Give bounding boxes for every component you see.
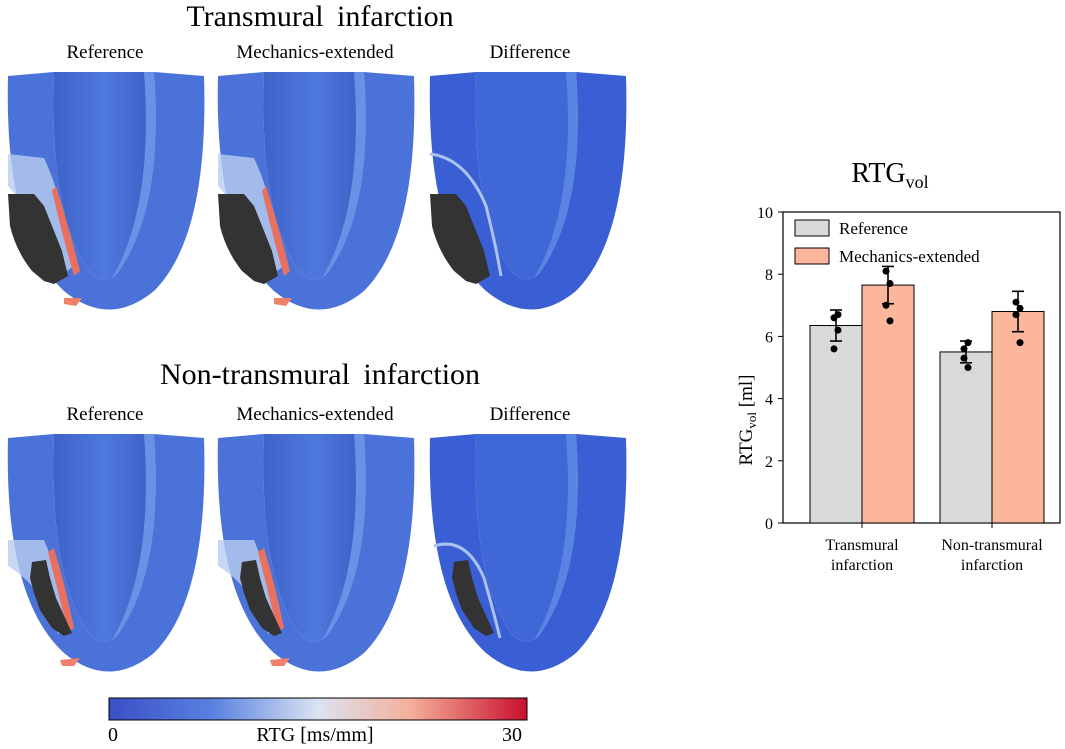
- data-point: [886, 317, 894, 325]
- section-title-transmural: Transmural infarction: [186, 0, 454, 33]
- y-tick-label: 0: [765, 516, 773, 533]
- chart-title: RTGvol: [851, 158, 928, 192]
- legend-swatch: [794, 247, 830, 265]
- colorbar-title: RTG [ms/mm]: [256, 724, 374, 746]
- heart-transmural-mechanics-extended: [217, 72, 415, 310]
- data-point: [882, 267, 890, 275]
- y-tick-label: 8: [765, 267, 773, 284]
- data-point: [1012, 311, 1020, 319]
- data-point: [834, 311, 842, 319]
- x-tick-label: Transmural: [825, 537, 899, 554]
- colorbar-min-label: 0: [108, 724, 118, 746]
- panel-label-reference-2: Reference: [66, 404, 144, 425]
- data-point: [1016, 339, 1024, 347]
- data-point: [960, 354, 968, 362]
- bar-mechanics-extended-1: [991, 311, 1045, 524]
- panel-label-mechanics-extended: Mechanics-extended: [236, 42, 394, 63]
- heart-nontransmural-difference: [429, 434, 627, 672]
- panel-label-difference-2: Difference: [489, 404, 571, 425]
- data-point: [1016, 304, 1024, 312]
- legend-swatch: [794, 219, 830, 237]
- data-point: [834, 326, 842, 334]
- x-tick-label: infarction: [961, 557, 1023, 574]
- section-title-non-transmural: Non-transmural infarction: [159, 358, 481, 391]
- data-point: [964, 364, 972, 371]
- heart-nontransmural-reference: [7, 434, 205, 672]
- panel-label-difference: Difference: [489, 42, 571, 63]
- y-tick-label: 10: [757, 205, 773, 222]
- bar-reference-0: [809, 325, 863, 524]
- chart-title-subscript: vol: [906, 172, 929, 192]
- bar-mechanics-extended-0: [861, 284, 915, 524]
- data-point: [960, 345, 968, 353]
- colorbar: [108, 697, 528, 721]
- y-tick-label: 4: [765, 392, 773, 409]
- x-tick-label: Non-transmural: [941, 537, 1043, 554]
- data-point: [882, 301, 890, 309]
- data-point: [886, 280, 894, 288]
- y-tick-label: 2: [765, 454, 773, 471]
- rtg-vol-bar-chart: RTGvol RTGvol [ml] 0 2 4 6 8 10 Transmural infa…: [736, 158, 1061, 574]
- legend-label: Mechanics-extended: [839, 247, 980, 266]
- colorbar-max-label: 30: [502, 724, 522, 746]
- legend-label: Reference: [839, 219, 908, 238]
- heart-nontransmural-mechanics-extended: [217, 434, 415, 672]
- data-point: [830, 345, 838, 353]
- bar-reference-1: [939, 351, 993, 524]
- x-tick-label: infarction: [831, 557, 893, 574]
- svg-text:RTGvol [ml]: RTGvol [ml]: [736, 375, 759, 466]
- panel-label-mechanics-extended-2: Mechanics-extended: [236, 404, 394, 425]
- plot-frame: [782, 211, 1061, 524]
- panel-label-reference: Reference: [66, 42, 144, 63]
- y-axis-label: RTGvol [ml]: [736, 375, 759, 466]
- data-point: [1012, 298, 1020, 306]
- data-point: [964, 339, 972, 347]
- heart-transmural-difference: [429, 72, 627, 310]
- heart-transmural-reference: [7, 72, 205, 310]
- y-tick-label: 6: [765, 329, 773, 346]
